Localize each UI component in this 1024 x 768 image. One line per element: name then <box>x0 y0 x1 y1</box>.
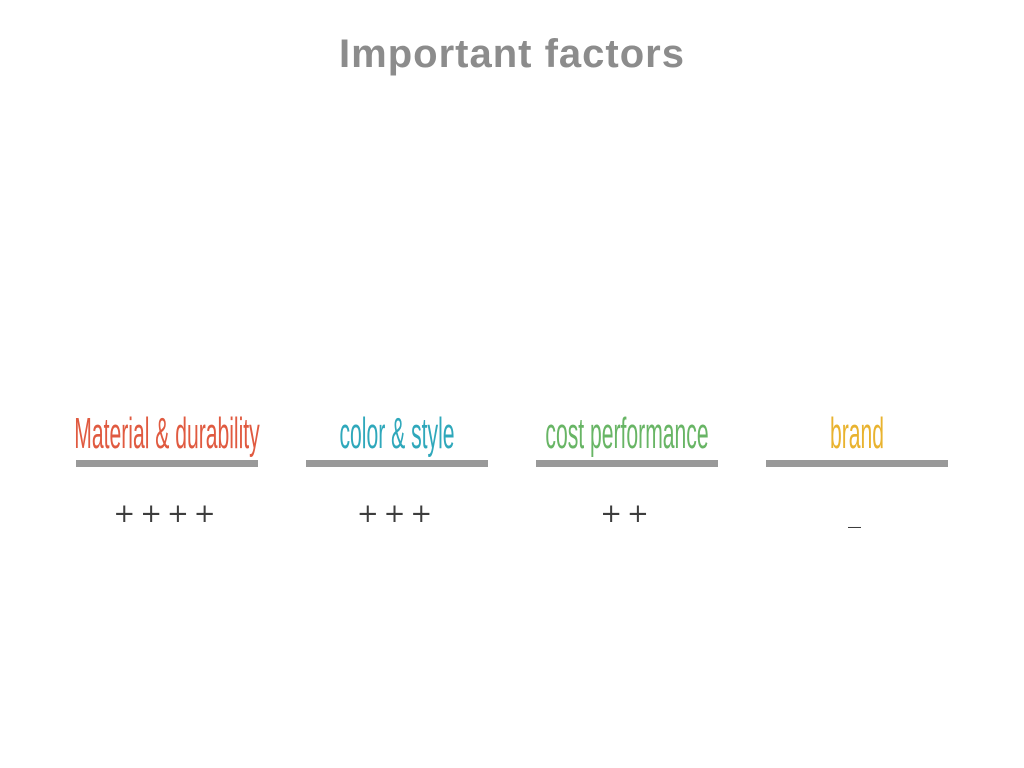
factor-column-brand: brand _ <box>742 396 972 535</box>
factor-underline-bar <box>766 460 948 467</box>
factors-row: Material & durability ++++ color & style… <box>52 396 972 535</box>
factor-label: Material & durability <box>74 409 260 458</box>
factor-underline-bar <box>536 460 718 467</box>
factor-column-material-durability: Material & durability ++++ <box>52 396 282 535</box>
factor-label: cost performance <box>545 409 709 458</box>
factor-underline-bar <box>76 460 258 467</box>
factor-rating: ++++ <box>113 499 221 529</box>
factor-rating: _ <box>848 499 866 529</box>
factor-label: brand <box>829 409 885 458</box>
slide-title: Important factors <box>339 32 685 76</box>
factor-rating: +++ <box>356 499 438 529</box>
factor-column-color-style: color & style +++ <box>282 396 512 535</box>
factor-underline-bar <box>306 460 488 467</box>
factor-label: color & style <box>339 409 455 458</box>
factor-rating: ++ <box>600 499 654 529</box>
factor-column-cost-performance: cost performance ++ <box>512 396 742 535</box>
